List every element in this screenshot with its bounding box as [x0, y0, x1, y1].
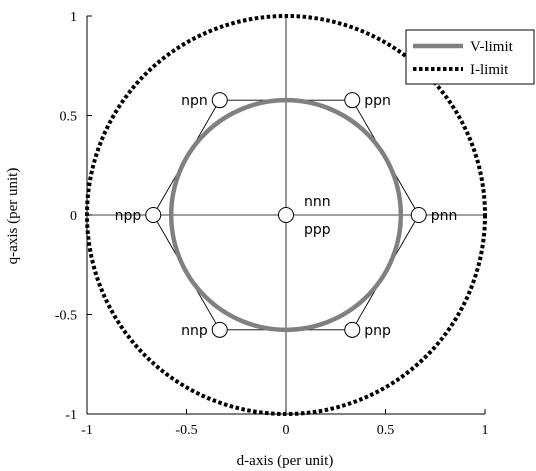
- vector-marker-npp: [145, 207, 162, 223]
- vector-label-pnp: pnp: [364, 323, 391, 339]
- vector-marker-npn: [211, 92, 228, 109]
- x-tick-label: 0: [283, 423, 290, 438]
- vector-marker-nnp: [211, 321, 228, 338]
- legend-box: [405, 29, 535, 85]
- vector-label-pnn: pnn: [431, 208, 458, 224]
- vector-marker-ppn: [344, 92, 361, 109]
- y-tick-label: 0.5: [60, 110, 78, 125]
- tick-layer: -1 -0.5 0 0.5 1 1 0.5 0 -0.5 -1: [55, 10, 489, 438]
- x-axis-label: d-axis (per unit): [237, 453, 334, 469]
- x-tick-label: 0.5: [377, 423, 395, 438]
- legend-label-i-limit: I-limit: [470, 62, 509, 78]
- v-limit-circle: [168, 97, 404, 333]
- legend: V-limit I-limit: [405, 29, 535, 85]
- vector-marker-nnn: [278, 207, 294, 223]
- vector-label-ppp: ppp: [304, 222, 331, 238]
- vector-label-npn: npn: [181, 93, 208, 109]
- vector-label-nnp: nnp: [181, 323, 208, 339]
- x-tick-label: 1: [482, 423, 489, 438]
- y-tick-label: -0.5: [55, 309, 77, 324]
- x-tick-label: -1: [81, 423, 93, 438]
- vector-label-nnn: nnn: [304, 194, 331, 210]
- vector-marker-pnp: [344, 321, 361, 338]
- vector-layer: pnn ppn npn npp nnp pnp nnn ppp: [115, 92, 458, 339]
- vector-label-npp: npp: [115, 208, 142, 224]
- legend-label-v-limit: V-limit: [470, 39, 514, 55]
- x-tick-label: -0.5: [175, 423, 197, 438]
- y-axis-label: q-axis (per unit): [5, 168, 21, 265]
- y-tick-label: 1: [70, 10, 77, 25]
- y-tick-label: 0: [70, 209, 77, 224]
- vector-marker-pnn: [410, 207, 427, 223]
- vector-label-ppn: ppn: [364, 93, 391, 109]
- y-tick-label: -1: [65, 408, 77, 423]
